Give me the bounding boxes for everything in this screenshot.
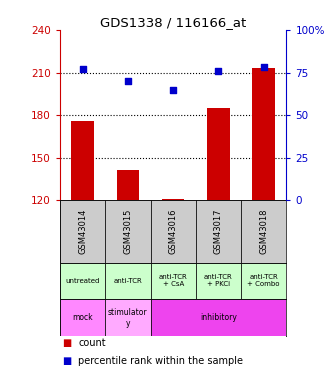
Text: GSM43018: GSM43018 xyxy=(259,209,268,254)
Text: anti-TCR
+ Combo: anti-TCR + Combo xyxy=(247,274,280,288)
Bar xyxy=(207,108,230,200)
Text: anti-TCR
+ PKCi: anti-TCR + PKCi xyxy=(204,274,233,288)
Bar xyxy=(117,170,139,200)
Text: anti-TCR: anti-TCR xyxy=(114,278,142,284)
Point xyxy=(170,87,176,93)
Bar xyxy=(196,262,241,299)
Text: percentile rank within the sample: percentile rank within the sample xyxy=(78,356,243,366)
Bar xyxy=(60,299,105,336)
Bar xyxy=(252,68,275,200)
Bar xyxy=(105,262,151,299)
Text: GSM43017: GSM43017 xyxy=(214,209,223,254)
Bar xyxy=(162,199,184,200)
Bar xyxy=(60,200,105,262)
Text: GSM43016: GSM43016 xyxy=(168,209,178,254)
Bar xyxy=(105,200,151,262)
Title: GDS1338 / 116166_at: GDS1338 / 116166_at xyxy=(100,16,246,29)
Text: GSM43014: GSM43014 xyxy=(78,209,87,254)
Bar xyxy=(151,299,286,336)
Text: stimulator
y: stimulator y xyxy=(108,308,148,328)
Point xyxy=(125,78,131,84)
Text: GSM43015: GSM43015 xyxy=(123,209,133,254)
Bar xyxy=(196,200,241,262)
Text: count: count xyxy=(78,338,106,348)
Text: mock: mock xyxy=(72,314,93,322)
Text: ■: ■ xyxy=(62,356,72,366)
Point xyxy=(261,64,266,70)
Point xyxy=(216,68,221,74)
Bar xyxy=(241,200,286,262)
Bar xyxy=(71,121,94,200)
Text: anti-TCR
+ CsA: anti-TCR + CsA xyxy=(159,274,187,288)
Text: ■: ■ xyxy=(62,338,72,348)
Bar xyxy=(241,262,286,299)
Bar xyxy=(151,200,196,262)
Bar xyxy=(60,262,105,299)
Point xyxy=(80,66,85,72)
Text: untreated: untreated xyxy=(65,278,100,284)
Bar xyxy=(105,299,151,336)
Text: inhibitory: inhibitory xyxy=(200,314,237,322)
Bar xyxy=(151,262,196,299)
